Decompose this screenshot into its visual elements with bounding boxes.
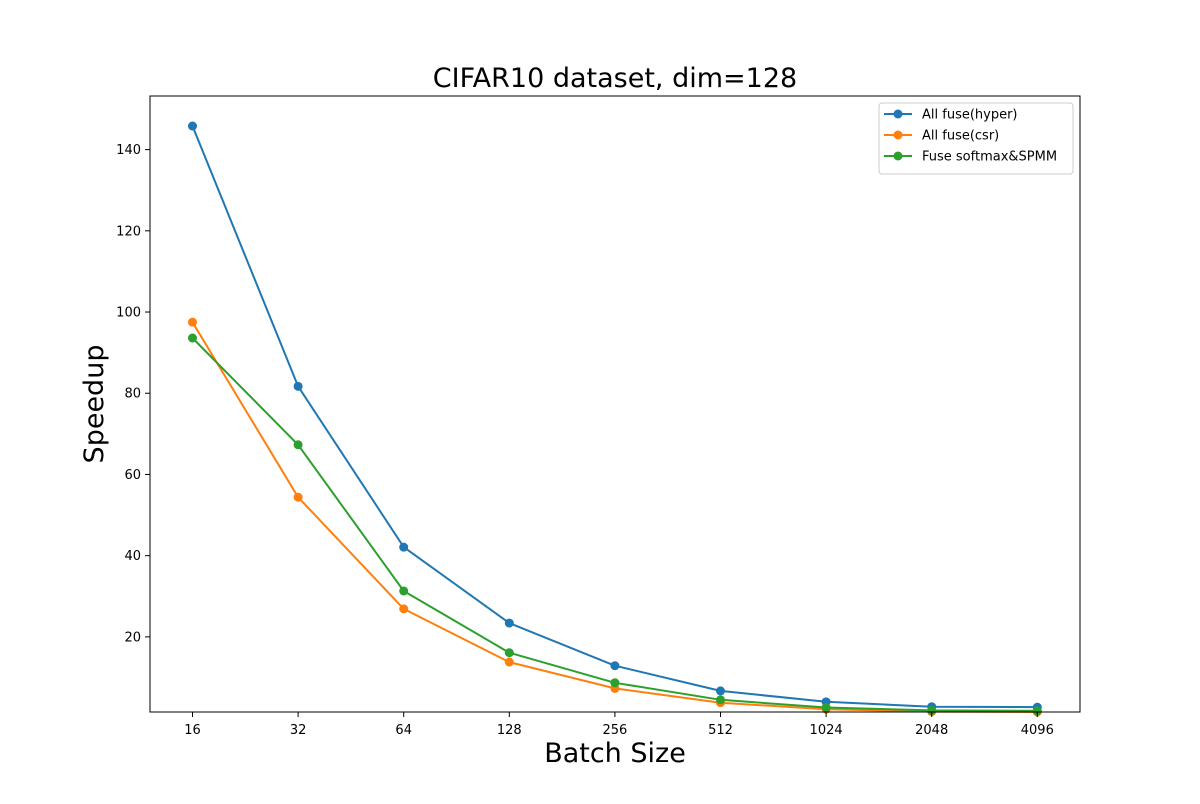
x-tick-label: 128 — [497, 723, 522, 738]
series-layer — [188, 121, 1042, 717]
x-tick-label: 256 — [602, 723, 627, 738]
x-tick-label: 16 — [184, 723, 201, 738]
legend-item: All fuse(hyper) — [884, 108, 1018, 123]
x-axis: 16 32 64 128 256 512 1024 2048 4096 — [184, 712, 1054, 738]
data-point — [399, 604, 409, 614]
legend-label: All fuse(hyper) — [922, 108, 1018, 123]
data-point — [610, 678, 620, 688]
legend-item: All fuse(csr) — [884, 129, 999, 144]
legend-marker — [893, 130, 903, 140]
x-axis-label: Batch Size — [544, 738, 686, 769]
data-point — [399, 542, 409, 552]
y-tick-label: 80 — [124, 387, 141, 402]
data-point — [188, 317, 197, 327]
y-axis-label: Speedup — [79, 345, 110, 464]
data-point — [399, 586, 409, 596]
data-point — [821, 703, 831, 713]
legend: All fuse(hyper) All fuse(csr) Fuse softmax… — [878, 102, 1074, 175]
data-point — [1032, 706, 1042, 716]
data-point — [716, 695, 725, 705]
y-tick-label: 20 — [124, 630, 141, 645]
data-point — [504, 648, 514, 658]
y-axis: 20 40 60 80 100 120 140 — [116, 143, 150, 645]
legend-label: Fuse softmax&SPMM — [922, 150, 1057, 165]
data-point — [293, 381, 303, 391]
y-tick-label: 40 — [124, 549, 141, 564]
x-tick-label: 2048 — [915, 723, 948, 738]
data-point — [927, 705, 937, 715]
data-point — [293, 440, 303, 450]
series-3 — [188, 333, 1042, 716]
y-tick-label: 60 — [124, 468, 141, 483]
legend-box — [878, 102, 1074, 175]
legend-label: All fuse(csr) — [922, 129, 999, 144]
data-point — [293, 492, 303, 502]
x-tick-label: 512 — [708, 723, 733, 738]
data-point — [188, 333, 197, 343]
x-tick-label: 1024 — [810, 723, 843, 738]
data-point — [610, 661, 620, 671]
y-tick-label: 120 — [116, 224, 141, 239]
data-point — [504, 657, 514, 667]
data-point — [716, 686, 725, 696]
legend-item: Fuse softmax&SPMM — [884, 150, 1057, 165]
x-tick-label: 64 — [395, 723, 412, 738]
x-tick-label: 4096 — [1021, 723, 1054, 738]
legend-marker — [893, 151, 903, 161]
y-tick-label: 140 — [116, 143, 141, 158]
y-tick-label: 100 — [116, 306, 141, 321]
data-point — [504, 618, 514, 628]
legend-marker — [893, 109, 903, 119]
x-tick-label: 32 — [290, 723, 307, 738]
chart-title: CIFAR10 dataset, dim=128 — [433, 63, 797, 94]
data-point — [188, 121, 197, 131]
